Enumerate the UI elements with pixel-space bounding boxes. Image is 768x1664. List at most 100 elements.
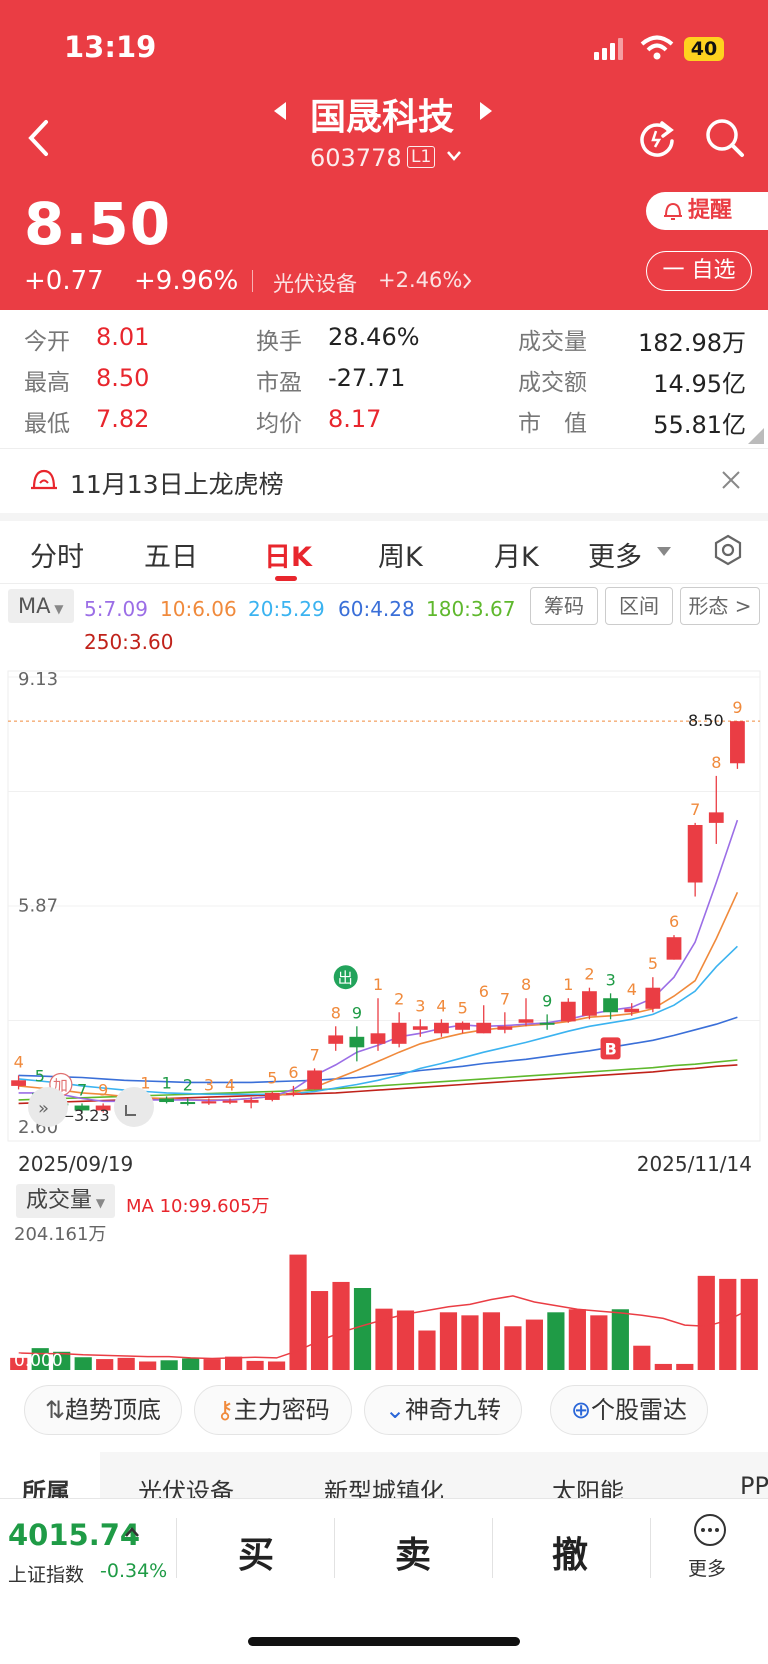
- start-date: 2025/09/19: [18, 1152, 134, 1176]
- volume-bar: [439, 1312, 458, 1370]
- sector-tabs-bg: [100, 1452, 768, 1498]
- stock-radar-button[interactable]: ⊕个股雷达: [550, 1385, 708, 1435]
- magic-nine-turn-button[interactable]: ⌄神奇九转: [364, 1385, 522, 1435]
- bell-icon: [664, 202, 682, 220]
- nine-turn-label: 9: [352, 1003, 362, 1022]
- ma-selector[interactable]: MA ▼: [8, 589, 74, 623]
- remind-label: 提醒: [688, 198, 733, 223]
- nine-turn-label: 1: [563, 975, 573, 994]
- main-force-code-button[interactable]: ⚷主力密码: [194, 1385, 352, 1435]
- low-price-label: —3.23: [58, 1106, 110, 1125]
- chevron-up-icon[interactable]: [124, 1526, 140, 1538]
- nine-turn-label: 5: [648, 954, 658, 973]
- last-price-label: 8.50: [688, 711, 724, 730]
- nine-turn-label: 7: [500, 989, 510, 1008]
- buy-button[interactable]: 买: [238, 1535, 275, 1576]
- stat-label: 市 值: [518, 411, 587, 437]
- prev-stock-icon[interactable]: [272, 100, 288, 122]
- volume-bar: [418, 1330, 436, 1370]
- candlestick-chart[interactable]: 9.135.872.608.50456791123456789123456789…: [0, 665, 768, 1150]
- ma-selector-label: MA: [18, 594, 51, 618]
- stat-value: 55.81亿: [653, 411, 746, 439]
- volume-min-label: 0.000: [14, 1351, 63, 1371]
- volume-bar: [697, 1275, 715, 1370]
- refresh-icon[interactable]: [636, 117, 678, 159]
- chevron-right-icon[interactable]: [462, 272, 472, 290]
- candle-body: [391, 1022, 407, 1044]
- stock-name: 国晟科技: [310, 97, 455, 138]
- candle-body: [708, 812, 724, 823]
- index-value[interactable]: 4015.74: [8, 1518, 141, 1552]
- collapse-control-glyph: »: [38, 1098, 49, 1119]
- level-badge[interactable]: L1: [407, 146, 436, 168]
- nine-turn-label: 4: [14, 1052, 24, 1071]
- nine-turn-icon: ⌄: [384, 1396, 406, 1424]
- y-max-label: 9.13: [18, 669, 58, 690]
- nine-turn-label: 5: [35, 1066, 45, 1085]
- remind-button[interactable]: 提醒: [646, 192, 768, 230]
- candle-body: [730, 721, 745, 764]
- candle-body: [624, 1008, 640, 1013]
- sell-signal-text: 出: [338, 969, 353, 987]
- trend-top-bottom-button[interactable]: ⇅趋势顶底: [24, 1385, 182, 1435]
- volume-bar: [375, 1308, 393, 1370]
- volume-selector[interactable]: 成交量 ▼: [16, 1184, 116, 1218]
- sector-item[interactable]: PP: [740, 1472, 768, 1500]
- chip-cost-button[interactable]: 筹码: [530, 587, 598, 625]
- stat-label: 市盈: [256, 370, 302, 396]
- nine-turn-label: 4: [225, 1076, 235, 1095]
- expand-corner-icon[interactable]: [748, 428, 764, 444]
- sector-change[interactable]: +2.46%: [378, 268, 463, 292]
- candle-body: [74, 1105, 90, 1111]
- tab-zhouk[interactable]: 周K: [378, 542, 423, 573]
- sell-button[interactable]: 卖: [395, 1535, 432, 1576]
- candle-body: [328, 1035, 344, 1044]
- chevron-down-icon[interactable]: [656, 546, 672, 558]
- tab-fenshi[interactable]: 分时: [30, 542, 84, 573]
- candle-body: [434, 1022, 449, 1034]
- cancel-order-button[interactable]: 撤: [552, 1535, 589, 1576]
- search-icon[interactable]: [704, 117, 746, 159]
- back-icon[interactable]: [26, 118, 50, 158]
- volume-bar: [160, 1360, 178, 1370]
- chevron-down-icon[interactable]: [446, 150, 462, 162]
- settings-icon[interactable]: [712, 534, 744, 566]
- nine-turn-label: 7: [310, 1045, 320, 1064]
- volume-bar: [310, 1291, 329, 1370]
- tab-rik[interactable]: 日K: [264, 542, 312, 573]
- notice-text: 11月13日上龙虎榜: [70, 470, 284, 499]
- ma10-value: 10:6.06: [160, 597, 237, 621]
- more-icon[interactable]: [692, 1512, 728, 1548]
- nine-turn-label: 2: [394, 989, 404, 1008]
- candle-body: [582, 991, 597, 1016]
- add-watchlist-button[interactable]: 一 自选: [646, 251, 752, 291]
- sell-signal-badge: [333, 965, 358, 990]
- chip-range-button[interactable]: 区间: [605, 587, 673, 625]
- nine-turn-label: 6: [288, 1063, 298, 1082]
- candle-body: [518, 1019, 534, 1023]
- volume-chart[interactable]: 204.161万 0.000: [0, 1220, 768, 1372]
- radar-icon: ⊕: [570, 1396, 592, 1424]
- tab-yuek[interactable]: 月K: [494, 542, 539, 573]
- tab-wuri[interactable]: 五日: [144, 542, 198, 573]
- candle-body: [687, 824, 703, 883]
- candle-body: [180, 1102, 196, 1105]
- battery-level: 40: [684, 37, 724, 61]
- nine-turn-label: 4: [436, 996, 446, 1015]
- next-stock-icon[interactable]: [478, 100, 494, 122]
- ma250-value: 250:3.60: [84, 630, 174, 654]
- signal-icon: [594, 38, 626, 60]
- nine-turn-label: 2: [584, 965, 594, 984]
- nine-turn-label: 9: [542, 991, 552, 1010]
- volume-bar: [568, 1309, 586, 1370]
- sector-name[interactable]: 光伏设备: [273, 272, 357, 296]
- chip-pattern-button[interactable]: 形态 >: [680, 587, 760, 625]
- tab-more[interactable]: 更多: [588, 542, 642, 573]
- stat-value: 8.17: [328, 405, 382, 433]
- notice-bar[interactable]: 11月13日上龙虎榜: [0, 448, 768, 521]
- volume-bar: [353, 1288, 372, 1370]
- close-icon[interactable]: [720, 469, 742, 491]
- tool-label: 个股雷达: [591, 1396, 688, 1424]
- more-label[interactable]: 更多: [688, 1558, 727, 1580]
- volume-ma-line: [18, 1295, 750, 1360]
